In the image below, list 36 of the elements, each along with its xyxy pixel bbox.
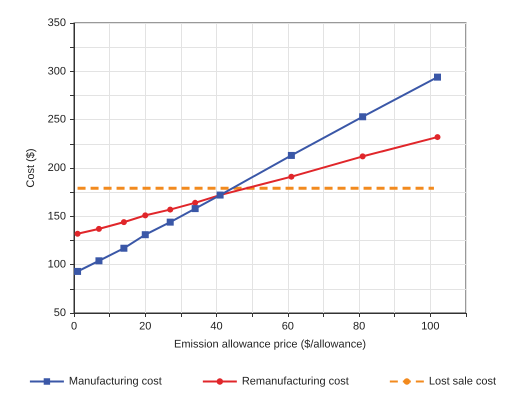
point: [359, 113, 366, 120]
x-tick-label: 40: [210, 320, 223, 332]
point: [120, 219, 127, 226]
point: [166, 218, 174, 226]
point: [142, 212, 148, 218]
y-tick-label: 200: [48, 162, 66, 174]
point: [167, 206, 174, 213]
x-tick-label: 100: [421, 320, 440, 332]
point: [434, 134, 440, 140]
y-tick-label: 50: [54, 307, 66, 319]
y-tick-label: 350: [48, 17, 66, 29]
point: [142, 231, 149, 238]
y-axis-title: Cost ($): [25, 148, 38, 188]
point: [74, 230, 81, 237]
point: [288, 174, 294, 180]
y-tick-label: 250: [48, 114, 66, 126]
legend-label: Manufacturing cost: [68, 376, 162, 388]
y-tick-label: 300: [48, 65, 66, 78]
point: [360, 153, 366, 160]
x-tick-label: 60: [282, 320, 294, 332]
x-tick-label: 20: [139, 320, 152, 332]
y-tick-label: 100: [48, 258, 66, 271]
point: [288, 152, 295, 159]
point: [96, 226, 102, 232]
point: [95, 257, 102, 264]
x-tick-label: 0: [70, 320, 78, 332]
point: [74, 268, 82, 275]
point: [120, 244, 128, 252]
x-tick-label: 80: [352, 320, 366, 332]
x-axis-title: Emission allowance price ($/allowance): [174, 338, 366, 350]
point: [192, 205, 199, 212]
point: [434, 74, 441, 81]
legend-label: Lost sale cost: [428, 376, 496, 388]
legend-label: Remanufacturing cost: [242, 376, 349, 388]
y-tick-label: 150: [48, 210, 66, 222]
point: [192, 200, 198, 206]
